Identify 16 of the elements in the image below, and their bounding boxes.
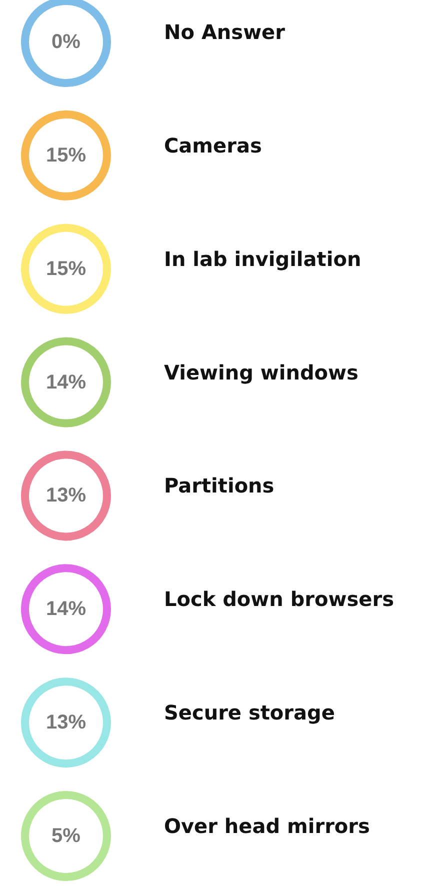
data-label: 15% — [46, 258, 86, 280]
data-label: 0% — [52, 31, 81, 53]
data-label: 15% — [46, 144, 86, 166]
category-label: Secure storage — [164, 700, 335, 725]
category-label: Cameras — [164, 133, 262, 158]
data-label: 13% — [46, 712, 86, 734]
category-label: In lab invigilation — [164, 246, 362, 271]
category-label: Lock down browsers — [164, 587, 394, 612]
category-label: No Answer — [164, 20, 286, 44]
category-label: Partitions — [164, 474, 274, 498]
data-label: 14% — [46, 598, 86, 620]
data-label: 5% — [52, 825, 81, 847]
category-label: Viewing windows — [164, 360, 358, 384]
data-label: 14% — [46, 371, 86, 394]
category-label: Over head mirrors — [164, 814, 370, 838]
data-label: 13% — [46, 484, 86, 507]
